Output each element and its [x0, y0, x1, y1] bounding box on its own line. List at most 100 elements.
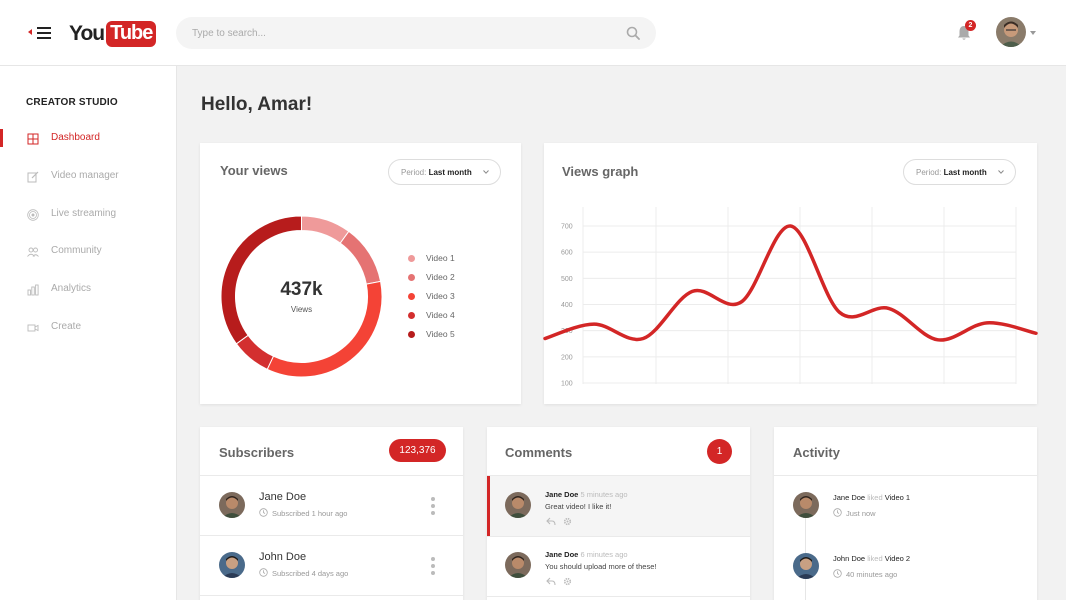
sidebar-item-label: Analytics	[51, 283, 92, 294]
activity-verb: liked	[867, 554, 883, 563]
collapse-arrow-icon	[28, 29, 32, 35]
gear-icon[interactable]	[563, 577, 572, 586]
reply-icon[interactable]	[546, 577, 556, 586]
avatar	[793, 492, 819, 518]
sidebar-item-label: Video manager	[51, 170, 119, 181]
comment-author: Jane Doe 6 minutes ago	[545, 550, 628, 559]
donut-center: 437k Views	[221, 216, 382, 377]
views-graph-period-select[interactable]: Period: Last month	[903, 159, 1016, 185]
community-icon	[27, 247, 39, 257]
period-text: Period: Last month	[401, 168, 472, 177]
chevron-down-icon	[483, 170, 489, 174]
clock-icon	[259, 508, 268, 517]
legend-label: Video 5	[426, 329, 455, 339]
sidebar-item-community[interactable]: Community	[0, 242, 176, 262]
legend-dot	[408, 274, 415, 281]
divider	[774, 475, 1037, 476]
legend-label: Video 3	[426, 291, 455, 301]
comments-title: Comments	[505, 445, 573, 460]
chevron-down-icon[interactable]	[1030, 31, 1036, 35]
avatar-image	[505, 492, 531, 518]
divider	[200, 475, 463, 476]
live-icon	[27, 209, 39, 221]
comment-author: Jane Doe 5 minutes ago	[545, 490, 628, 499]
divider	[487, 536, 750, 537]
sidebar-item-label: Create	[51, 321, 82, 332]
total-views-unit: Views	[290, 305, 313, 314]
logo-tube-text: Tube	[106, 20, 157, 47]
sidebar-title: CREATOR STUDIO	[26, 97, 118, 108]
dashboard-icon	[27, 133, 39, 145]
comment-time: 5 minutes ago	[580, 490, 628, 499]
divider	[487, 596, 750, 597]
sidebar-item-label: Live streaming	[51, 208, 117, 219]
sidebar-item-label: Community	[51, 245, 102, 256]
clock-icon	[259, 568, 268, 577]
clock-icon	[833, 569, 842, 578]
chevron-down-icon	[998, 170, 1004, 174]
activity-time: 40 minutes ago	[846, 570, 898, 579]
legend-dot	[408, 293, 415, 300]
period-text: Period: Last month	[916, 168, 987, 177]
comment-text: Great video! I like it!	[545, 502, 612, 511]
notifications-button[interactable]: 2	[955, 20, 976, 42]
sidebar-item-analytics[interactable]: Analytics	[0, 280, 176, 300]
period-value: Last month	[428, 168, 472, 177]
activity-object[interactable]: Video 2	[884, 554, 911, 563]
user-avatar-image	[996, 17, 1026, 47]
sidebar-item-live-streaming[interactable]: Live streaming	[0, 205, 176, 225]
menu-toggle-button[interactable]	[28, 24, 52, 42]
notification-badge: 2	[965, 20, 976, 31]
legend-label: Video 2	[426, 272, 455, 282]
subscriber-name: John Doe	[259, 551, 307, 563]
views-graph-title: Views graph	[562, 164, 639, 179]
comment-text: You should upload more of these!	[545, 562, 657, 571]
sidebar-item-create[interactable]: Create	[0, 318, 176, 338]
youtube-logo[interactable]: You Tube	[69, 20, 157, 47]
period-value: Last month	[943, 168, 987, 177]
more-options-icon[interactable]	[430, 497, 436, 515]
comment-author-name: Jane Doe	[545, 490, 579, 499]
hamburger-line	[37, 37, 51, 39]
search-input[interactable]	[192, 17, 612, 49]
total-views-value: 437k	[280, 279, 323, 300]
sidebar-item-video-manager[interactable]: Video manager	[0, 167, 176, 187]
user-avatar[interactable]	[996, 17, 1026, 47]
your-views-title: Your views	[220, 163, 288, 178]
activity-object[interactable]: Video 1	[884, 493, 911, 502]
period-label: Period:	[401, 168, 427, 177]
activity-text: John Doe liked Video 2	[833, 554, 910, 563]
divider	[487, 475, 750, 476]
comment-author-name: Jane Doe	[545, 550, 579, 559]
subscribers-count-badge: 123,376	[389, 439, 446, 462]
top-bar: You Tube 2	[0, 0, 1066, 66]
avatar	[793, 553, 819, 579]
your-views-period-select[interactable]: Period: Last month	[388, 159, 501, 185]
hamburger-line	[37, 27, 51, 29]
gear-icon[interactable]	[563, 517, 572, 526]
logo-you-text: You	[69, 21, 105, 45]
avatar-image	[505, 552, 531, 578]
legend-dot	[408, 331, 415, 338]
avatar	[505, 492, 531, 518]
period-label: Period:	[916, 168, 942, 177]
camera-icon	[27, 324, 39, 332]
avatar-image	[219, 492, 245, 518]
analytics-icon	[27, 284, 39, 296]
hamburger-line	[37, 32, 51, 34]
activity-time: Just now	[846, 509, 876, 518]
comments-count-badge: 1	[707, 439, 732, 464]
edit-icon	[27, 171, 39, 183]
sidebar-item-dashboard[interactable]: Dashboard	[0, 129, 176, 149]
more-options-icon[interactable]	[430, 557, 436, 575]
avatar-image	[793, 553, 819, 579]
subscribers-title: Subscribers	[219, 445, 295, 460]
activity-title: Activity	[793, 445, 840, 460]
subscriber-meta: Subscribed 4 days ago	[272, 569, 349, 578]
reply-icon[interactable]	[546, 517, 556, 526]
subscriber-name: Jane Doe	[259, 491, 307, 503]
unread-indicator	[487, 476, 490, 536]
sidebar: CREATOR STUDIO Dashboard Video manager L…	[0, 66, 177, 600]
subscriber-meta: Subscribed 1 hour ago	[272, 509, 348, 518]
search-icon[interactable]	[626, 26, 640, 40]
